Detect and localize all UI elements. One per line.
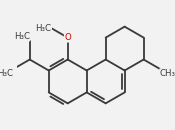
Text: H₃C: H₃C [0,69,14,78]
Text: H₃C: H₃C [14,32,30,41]
Text: CH₃: CH₃ [160,69,175,78]
Text: H₃C: H₃C [36,24,52,33]
Text: O: O [64,33,71,42]
